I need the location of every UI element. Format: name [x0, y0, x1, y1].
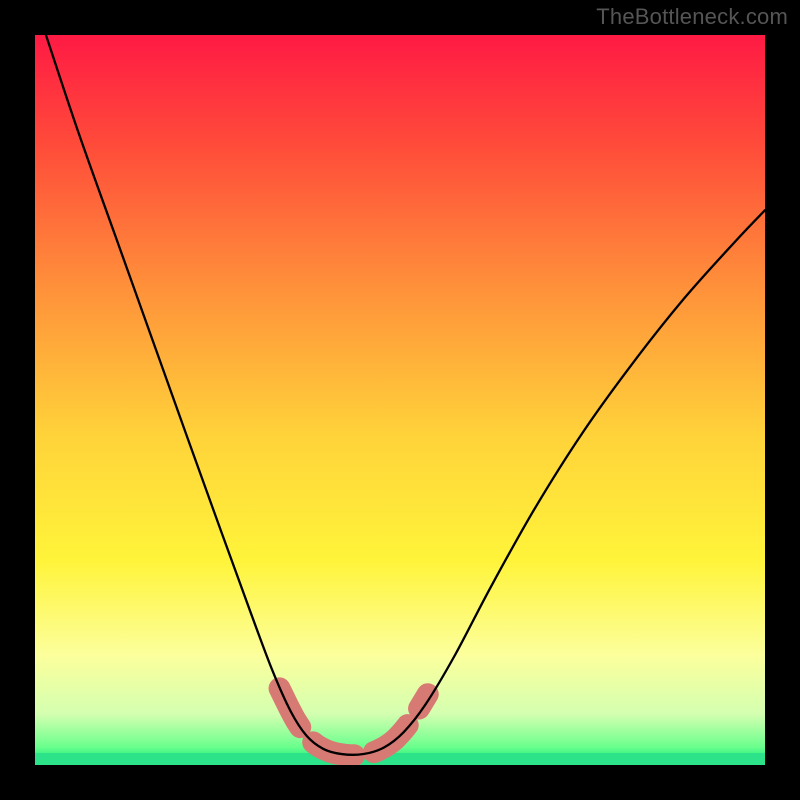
plot-area [35, 35, 765, 765]
gradient-background [35, 35, 765, 765]
base-band [35, 753, 765, 765]
chart-svg [0, 0, 800, 800]
watermark-text: TheBottleneck.com [596, 4, 788, 30]
chart-container: TheBottleneck.com [0, 0, 800, 800]
